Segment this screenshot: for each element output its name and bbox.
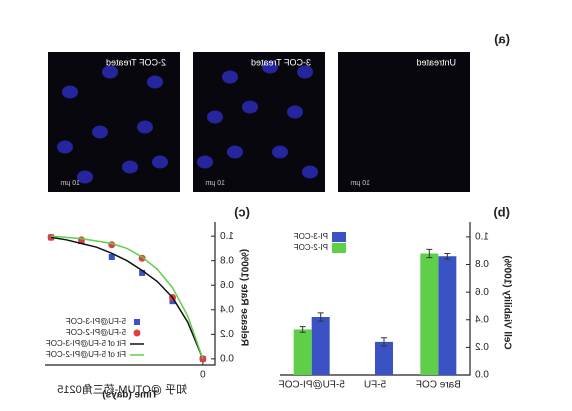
axes xyxy=(45,222,216,366)
scale-label: 10 µm xyxy=(350,180,370,187)
nucleus xyxy=(152,155,168,169)
x-tick-label: 5-FU xyxy=(364,380,386,391)
bar xyxy=(293,329,312,375)
y-tick-label: 0.8 xyxy=(220,255,234,266)
error-bar xyxy=(426,248,433,259)
point xyxy=(169,298,176,305)
nucleus xyxy=(222,70,238,84)
y-tick-label: 0.8 xyxy=(475,259,489,270)
x-tick-label: 0 xyxy=(200,370,206,381)
nucleus xyxy=(262,60,278,74)
bar xyxy=(420,253,439,375)
nucleus xyxy=(287,105,303,119)
micrograph xyxy=(338,52,470,192)
legend-swatch xyxy=(332,243,346,253)
y-tick-label: 0.4 xyxy=(475,314,489,325)
legend-swatch xyxy=(133,329,141,337)
nucleus xyxy=(197,155,213,169)
micrograph-caption: 3-COF Treated xyxy=(251,57,311,67)
nucleus xyxy=(302,165,318,179)
nucleus xyxy=(77,170,93,184)
legend-label: PI-2-COF xyxy=(294,243,328,252)
nucleus xyxy=(122,160,138,174)
y-tick-label: 0.6 xyxy=(475,287,489,298)
y-axis-label: Release Rate (100%) xyxy=(238,249,249,346)
error-bar xyxy=(444,252,451,260)
nucleus xyxy=(102,65,118,79)
scale-label: 10 µm xyxy=(205,180,225,187)
nucleus xyxy=(62,85,78,99)
bar xyxy=(438,256,457,375)
x-tick-label: Bare COF xyxy=(416,380,461,391)
nucleus xyxy=(297,65,313,79)
legend-label: 5-FU@PI-2-COF xyxy=(66,328,126,337)
y-tick-label: 0.2 xyxy=(475,342,489,353)
nucleus xyxy=(92,125,108,139)
y-tick-label: 0.0 xyxy=(475,370,489,381)
micrograph-caption: Untreated xyxy=(416,57,456,67)
watermark: 知乎 @OTUM-药三角0215 xyxy=(57,382,187,396)
legend-label: PI-3-COF xyxy=(294,232,328,241)
nucleus xyxy=(242,100,258,114)
nucleus xyxy=(227,145,243,159)
nucleus xyxy=(57,140,73,154)
error-bar xyxy=(299,326,306,333)
legend-label: 5-FU@PI-3-COF xyxy=(66,317,126,326)
x-axis-label: Time (days) xyxy=(102,390,157,401)
panel-label: (a) xyxy=(494,31,510,46)
nucleus xyxy=(272,145,288,159)
y-tick-label: 0.0 xyxy=(220,354,234,365)
micrograph-caption: 2-COF Treated xyxy=(106,57,166,67)
nucleus xyxy=(207,110,223,124)
y-tick-label: 1.0 xyxy=(220,231,234,242)
bar xyxy=(375,341,393,375)
bar xyxy=(311,317,330,375)
scale-label: 10 µm xyxy=(60,180,80,187)
fit-line xyxy=(51,235,204,360)
error-bar xyxy=(317,312,324,322)
error-bar xyxy=(381,337,387,347)
panel-label: (b) xyxy=(493,204,510,219)
y-tick-label: 0.2 xyxy=(220,329,234,340)
fit-line xyxy=(50,236,204,360)
legend-label: Fit of 5-FU@PI-3-COF xyxy=(46,339,126,348)
y-tick-label: 0.6 xyxy=(220,280,234,291)
y-tick-label: 1.0 xyxy=(475,232,489,243)
legend-label: Fit of 5-FU@PI-2-COF xyxy=(46,350,126,359)
x-tick-label: 5-FU@PI-COF xyxy=(279,380,345,391)
nucleus xyxy=(147,75,163,89)
y-axis-label: Cell Viability (100%) xyxy=(501,255,512,349)
nucleus xyxy=(137,120,153,134)
mirrored-figure: (a) (b) (c) 知乎 @OTUM-药三角0215 Untreated 10… xyxy=(45,31,512,401)
point xyxy=(139,269,146,276)
legend-swatch xyxy=(134,319,140,325)
panel-label: (c) xyxy=(234,204,250,219)
legend-swatch xyxy=(332,232,346,242)
y-tick-label: 0.4 xyxy=(220,304,234,315)
point xyxy=(108,254,115,260)
